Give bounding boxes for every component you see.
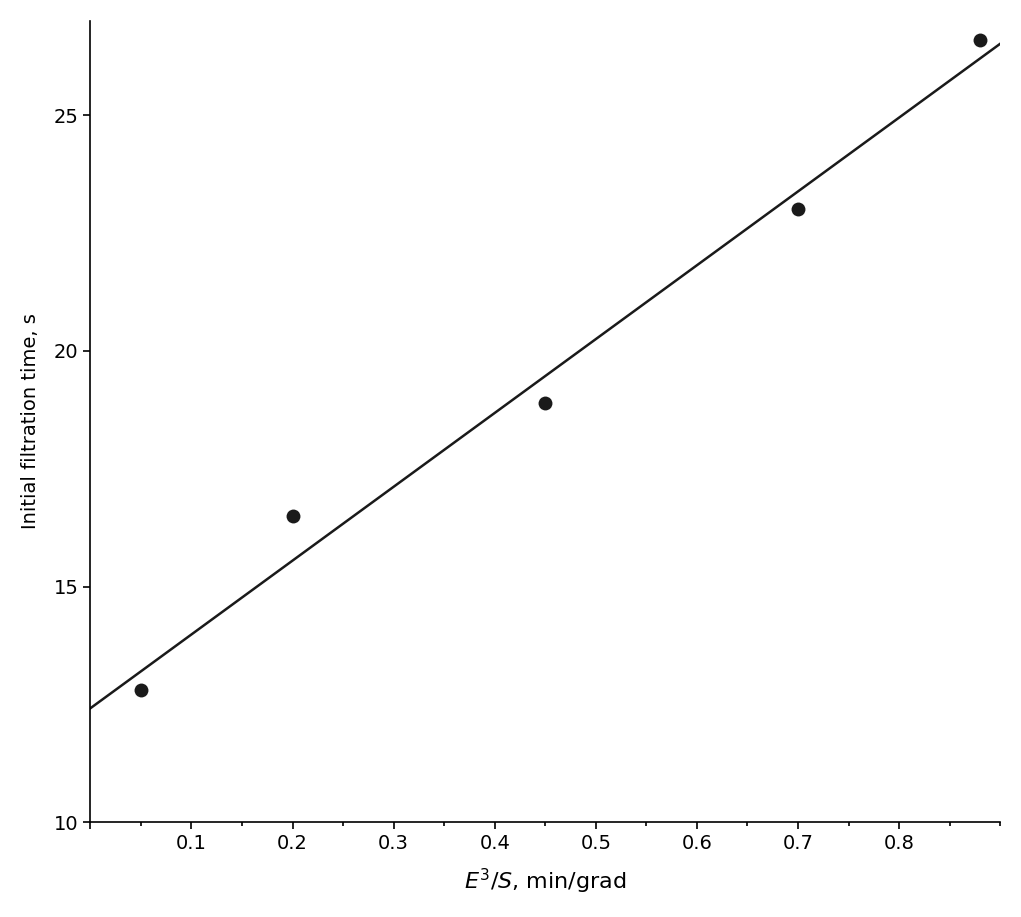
Y-axis label: Initial filtration time, s: Initial filtration time, s — [20, 314, 40, 529]
X-axis label: $E^3/S$, min/grad: $E^3/S$, min/grad — [465, 867, 627, 896]
Point — [285, 509, 301, 524]
Point — [790, 202, 807, 216]
Point — [537, 395, 553, 410]
Point — [972, 32, 988, 47]
Point — [133, 683, 149, 698]
